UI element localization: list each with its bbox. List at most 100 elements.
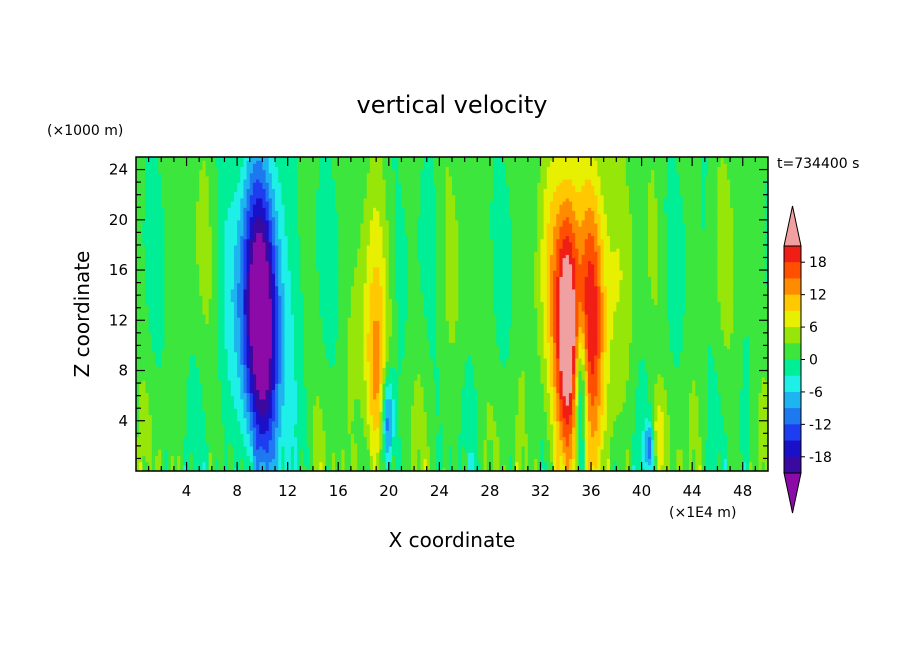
field-cell	[749, 408, 760, 412]
field-cell	[151, 348, 162, 353]
field-cell	[136, 395, 140, 400]
field-cell	[549, 332, 554, 337]
field-cell	[635, 411, 652, 416]
field-cell	[581, 376, 586, 381]
field-cell	[275, 427, 282, 431]
field-cell	[385, 304, 393, 309]
field-cell	[407, 301, 425, 306]
field-cell	[540, 364, 548, 368]
field-cell	[262, 414, 267, 419]
field-cell	[246, 335, 251, 340]
field-cell	[581, 370, 586, 375]
field-cell	[641, 458, 646, 463]
field-cell	[312, 411, 324, 416]
field-cell	[749, 405, 760, 409]
field-cell	[271, 427, 276, 431]
field-cell	[369, 373, 374, 378]
field-cell	[281, 370, 286, 375]
field-cell	[316, 395, 320, 400]
field-cell	[587, 266, 595, 271]
field-cell	[208, 464, 213, 469]
field-cell	[294, 445, 298, 450]
field-cell	[218, 329, 226, 334]
field-cell	[600, 379, 605, 384]
field-cell	[521, 452, 526, 456]
field-cell	[657, 442, 665, 447]
field-cell	[666, 317, 684, 321]
field-cell	[382, 244, 390, 249]
field-cell	[202, 395, 222, 400]
field-cell	[654, 458, 658, 463]
field-cell	[761, 461, 766, 466]
field-cell	[689, 439, 703, 444]
field-cell	[290, 464, 295, 469]
field-cell	[240, 464, 245, 469]
field-cell	[581, 395, 586, 400]
field-cell	[271, 389, 276, 394]
field-cell	[610, 461, 614, 466]
field-cell	[426, 317, 437, 321]
field-cell	[739, 430, 750, 434]
field-cell	[726, 345, 731, 350]
field-cell	[742, 379, 750, 384]
field-cell	[717, 257, 734, 262]
field-cell	[749, 411, 760, 416]
field-cell	[689, 449, 693, 453]
field-cell	[136, 257, 147, 262]
field-cell	[278, 461, 282, 466]
field-cell	[575, 266, 589, 271]
field-cell	[423, 408, 437, 412]
field-cell	[136, 442, 153, 447]
field-cell	[742, 367, 750, 372]
field-cell	[284, 345, 295, 350]
field-cell	[559, 251, 573, 255]
field-cell	[271, 260, 276, 265]
field-cell	[379, 351, 384, 356]
field-cell	[657, 455, 665, 460]
field-cell	[584, 326, 589, 331]
field-cell	[742, 386, 750, 390]
field-cell	[670, 467, 674, 471]
field-cell	[224, 433, 245, 438]
field-cell	[644, 439, 649, 444]
field-cell	[521, 370, 526, 375]
field-cell	[717, 276, 734, 281]
field-cell	[524, 395, 545, 400]
field-cell	[278, 266, 282, 271]
field-cell	[638, 383, 649, 387]
field-cell	[294, 449, 298, 453]
field-cell	[414, 395, 425, 400]
field-cell	[246, 373, 251, 378]
field-cell	[278, 276, 282, 281]
field-cell	[249, 320, 273, 325]
field-cell	[347, 392, 368, 397]
field-cell	[436, 304, 447, 309]
field-cell	[439, 389, 463, 394]
field-cell	[436, 364, 466, 368]
field-cell	[701, 445, 706, 450]
field-cell	[701, 458, 706, 463]
field-cell	[335, 455, 342, 460]
field-cell	[540, 295, 548, 299]
field-cell	[136, 455, 143, 460]
field-cell	[711, 348, 744, 353]
field-cell	[565, 467, 570, 471]
field-cell	[420, 266, 437, 271]
field-cell	[379, 436, 384, 441]
field-cell	[493, 244, 513, 249]
field-cell	[335, 351, 349, 356]
field-cell	[543, 439, 551, 444]
field-cell	[613, 314, 633, 318]
field-cell	[647, 395, 655, 400]
field-cell	[350, 295, 365, 299]
field-cell	[597, 260, 602, 265]
field-cell	[458, 442, 478, 447]
field-cell	[632, 254, 649, 259]
field-cell	[493, 257, 513, 262]
field-cell	[556, 304, 561, 309]
field-cell	[224, 452, 229, 456]
field-cell	[136, 320, 150, 325]
field-cell	[357, 260, 368, 265]
field-cell	[685, 304, 722, 309]
field-cell	[546, 423, 554, 428]
